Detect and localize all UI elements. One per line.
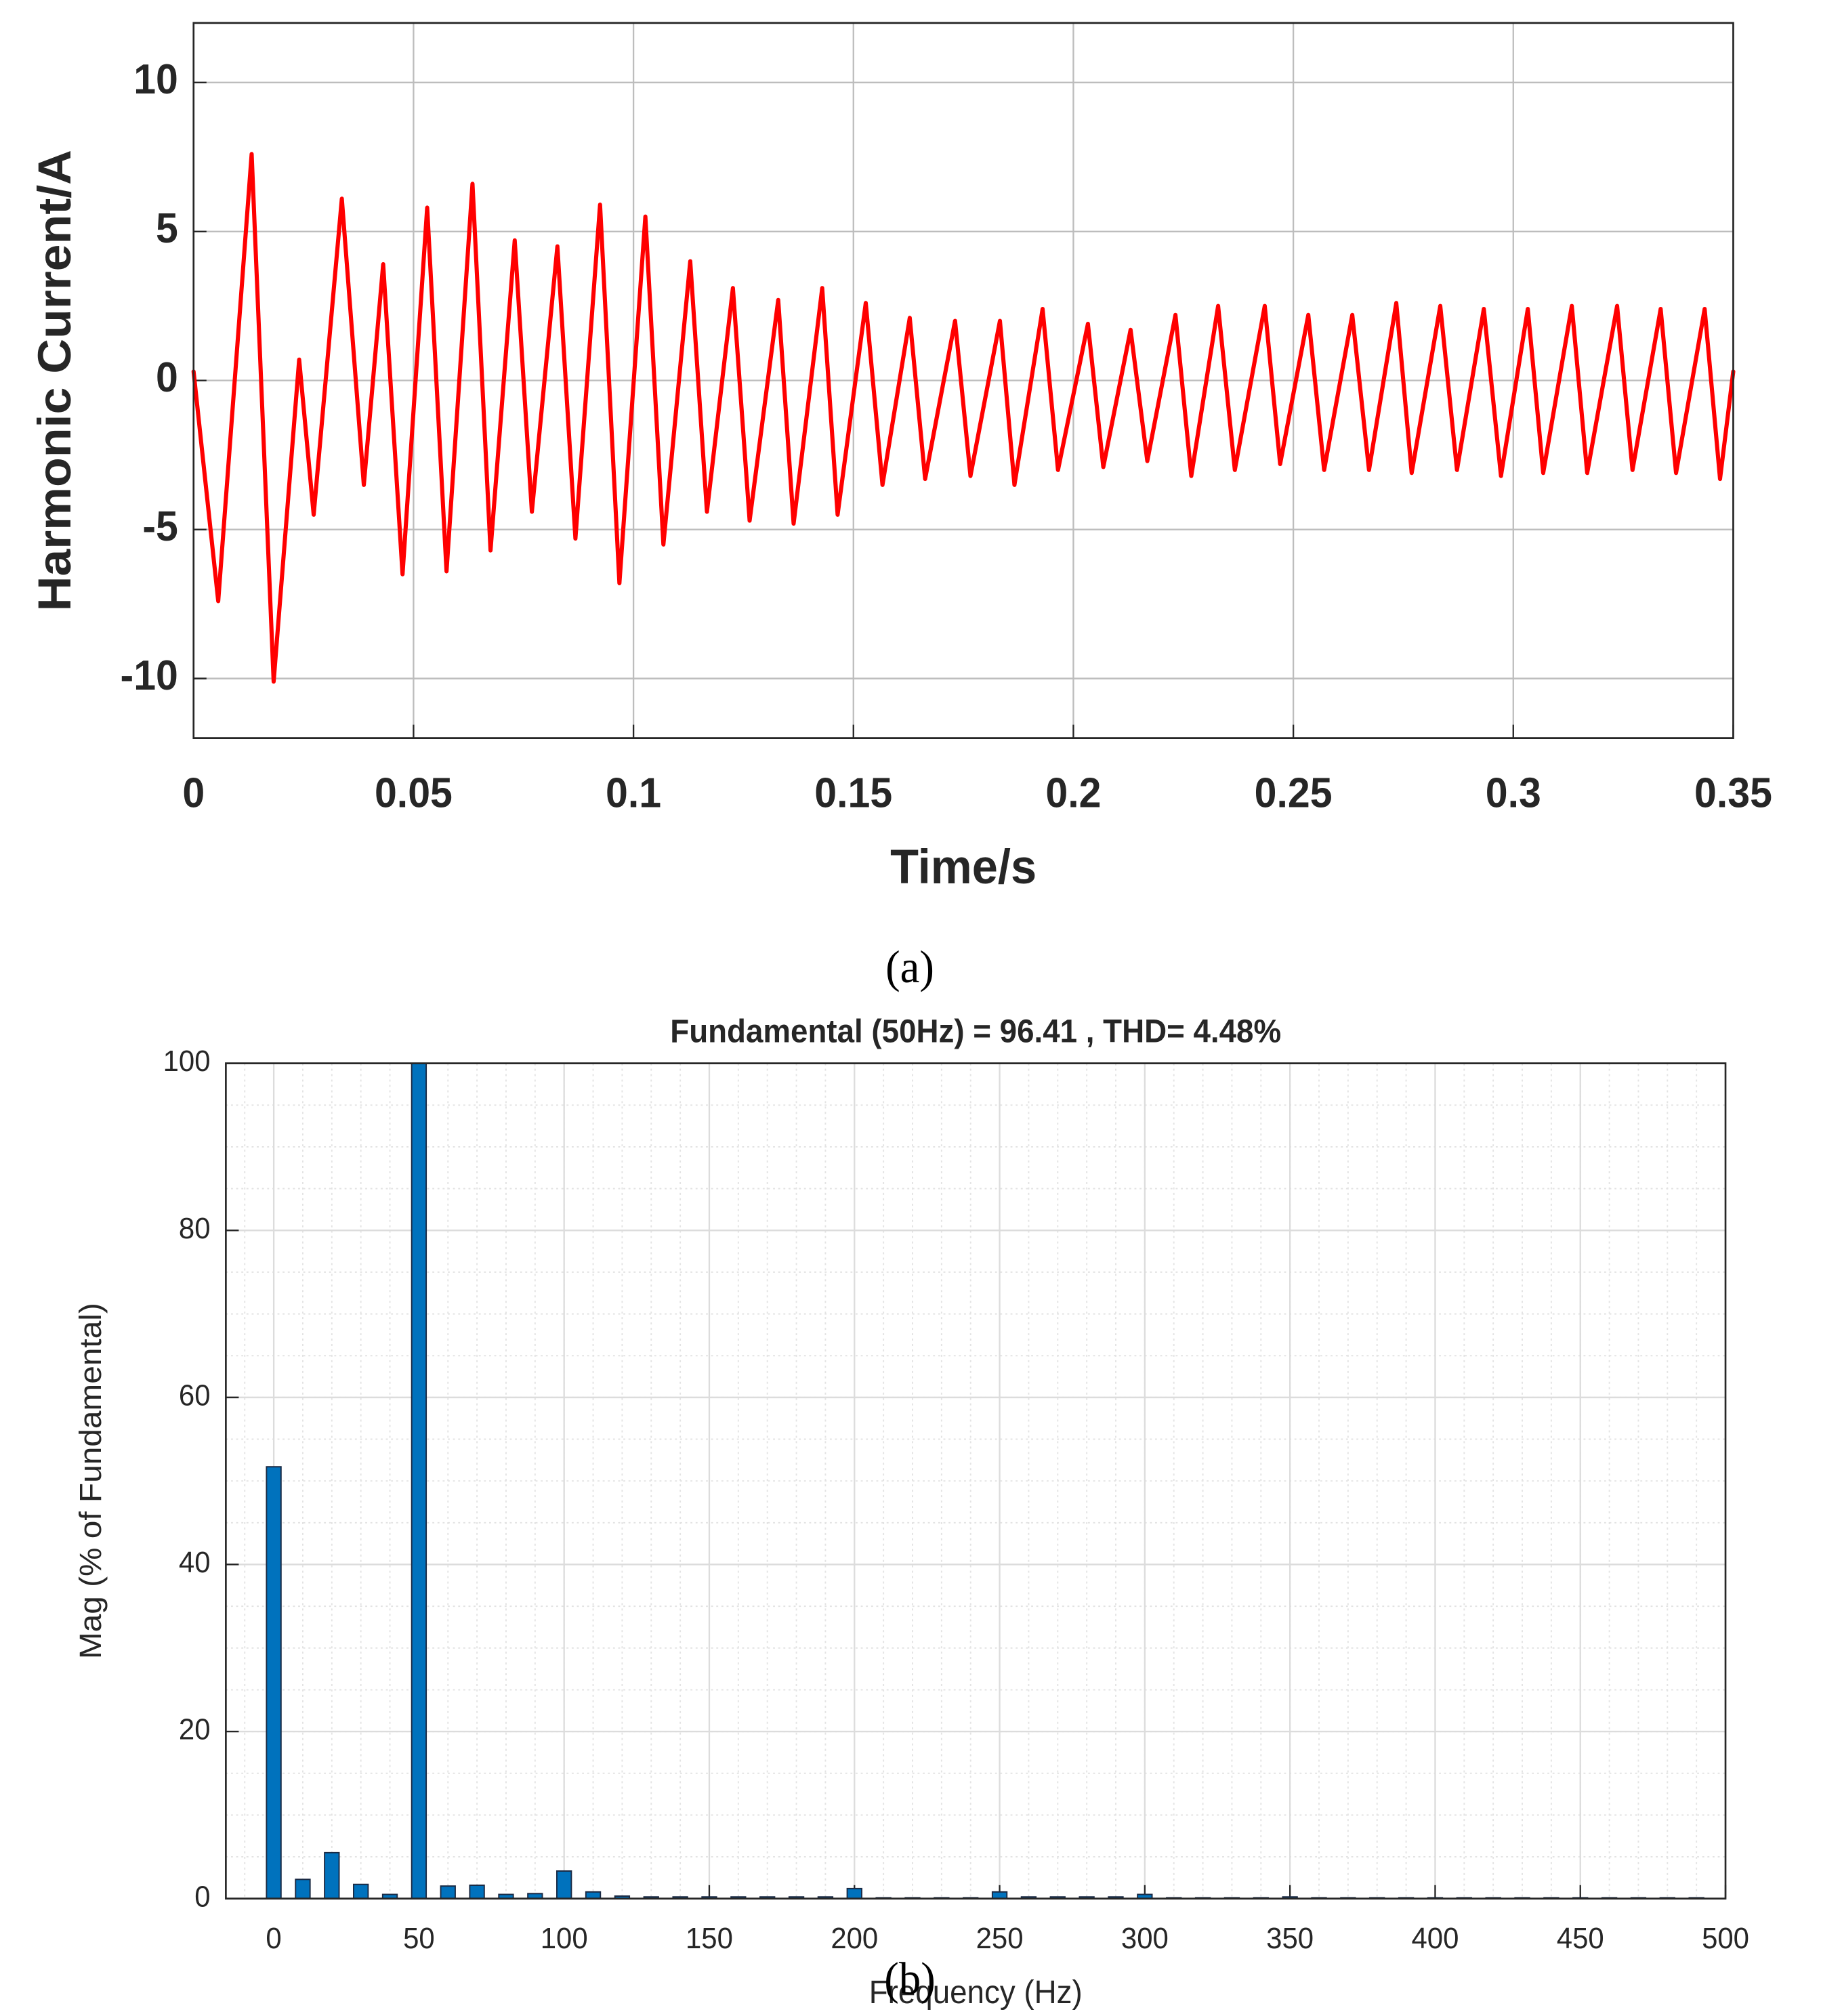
bar xyxy=(846,1887,862,1899)
bar xyxy=(469,1884,485,1899)
x-tick-label: 0 xyxy=(182,769,205,816)
caption: (a) xyxy=(885,942,934,992)
y-tick-label: 20 xyxy=(179,1713,211,1746)
x-tick-label: 300 xyxy=(1121,1922,1169,1955)
x-tick-label: 200 xyxy=(831,1922,878,1955)
y-tick-label: 0 xyxy=(156,354,178,400)
plot-frame xyxy=(225,1062,1727,1900)
chart-title: Fundamental (50Hz) = 96.41 , THD= 4.48% xyxy=(670,1013,1281,1049)
x-tick-label: 50 xyxy=(403,1922,435,1955)
x-tick-label: 0 xyxy=(266,1922,281,1955)
x-tick-label: 100 xyxy=(541,1922,588,1955)
x-tick-label: 0.15 xyxy=(814,769,892,816)
bar xyxy=(295,1878,311,1899)
bar xyxy=(991,1891,1008,1899)
y-axis-label: Mag (% of Fundamental) xyxy=(73,1303,108,1659)
x-tick-label: 0.3 xyxy=(1486,769,1541,816)
bar xyxy=(411,1062,427,1899)
plot-marks xyxy=(191,152,1736,684)
x-axis-label: Time/s xyxy=(890,839,1037,894)
bar xyxy=(556,1870,572,1899)
bar xyxy=(440,1885,456,1899)
data-line xyxy=(191,152,1736,684)
x-tick-label: 0.1 xyxy=(606,769,661,816)
x-axis-label: Frequency (Hz) xyxy=(869,1974,1083,2010)
x-tick-label: 150 xyxy=(686,1922,733,1955)
x-tick-label: 0.05 xyxy=(375,769,453,816)
y-tick-label: 0 xyxy=(194,1880,210,1913)
caption: (b) xyxy=(884,1954,936,2004)
y-tick-label: 5 xyxy=(156,205,178,251)
y-axis-label: Harmonic Current/A xyxy=(28,150,80,611)
x-tick-label: 0.2 xyxy=(1045,769,1101,816)
x-tick-label: 450 xyxy=(1557,1922,1604,1955)
y-tick-label: 10 xyxy=(133,56,178,102)
bar xyxy=(353,1883,369,1899)
x-tick-label: 0.35 xyxy=(1694,769,1772,816)
y-tick-label: 100 xyxy=(163,1045,211,1078)
x-tick-label: 250 xyxy=(976,1922,1024,1955)
y-tick-label: 40 xyxy=(179,1546,211,1579)
x-tick-label: 500 xyxy=(1702,1922,1749,1955)
y-tick-label: -10 xyxy=(121,652,178,698)
y-tick-label: 60 xyxy=(179,1379,211,1412)
bar xyxy=(324,1851,340,1899)
y-tick-label: -5 xyxy=(142,503,178,549)
x-tick-label: 350 xyxy=(1266,1922,1314,1955)
bar xyxy=(585,1891,602,1899)
plot-frame xyxy=(192,22,1734,740)
x-tick-label: 0.25 xyxy=(1255,769,1333,816)
y-tick-label: 80 xyxy=(179,1212,211,1245)
x-tick-label: 400 xyxy=(1411,1922,1459,1955)
bar xyxy=(266,1466,282,1899)
